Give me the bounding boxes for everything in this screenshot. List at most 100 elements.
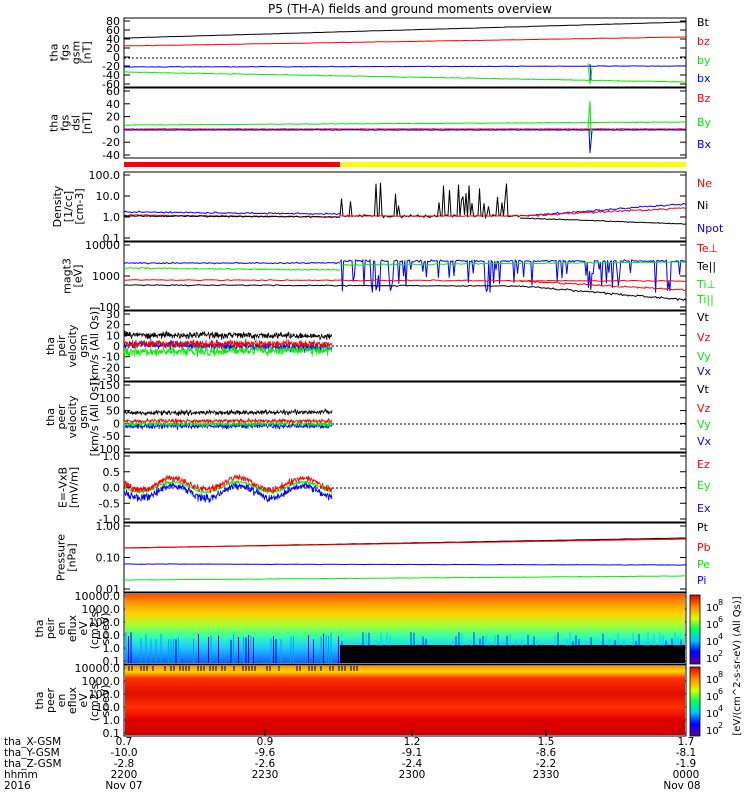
spectrogram-fill <box>125 666 685 735</box>
axis-label-line: gsm <box>70 41 83 64</box>
panel-peir-velocity <box>123 330 686 358</box>
tick-label: 1.0 <box>103 450 121 463</box>
series-Ne <box>340 215 521 217</box>
axis-label-line: peir <box>44 617 57 639</box>
panel-temperature <box>123 258 687 302</box>
axis-label-line: [km/s (All Qs)] <box>88 307 101 386</box>
tick-label: 0.5 <box>103 466 121 479</box>
x-row-value: 2330 <box>533 769 560 781</box>
tick-label: -20 <box>102 361 120 374</box>
panel-frame <box>123 17 687 88</box>
axis-label: Pressure[nPa] <box>55 534 79 581</box>
series-Ti <box>123 261 341 265</box>
x-row-value: -1.9 <box>676 758 697 770</box>
series-Pb <box>123 538 686 549</box>
tick-label: 20 <box>106 42 120 55</box>
legend-label: Bz <box>697 92 711 105</box>
legend-label: Pb <box>697 541 711 554</box>
tick-label: 40 <box>106 33 120 46</box>
tick-label: -60 <box>102 78 120 91</box>
panel-density <box>123 182 687 225</box>
series-Ni-spikes <box>339 182 521 220</box>
tick-label: 1.00 <box>96 520 121 533</box>
x-row-value: 1.7 <box>678 736 695 748</box>
colorbar-label: [eV/(cm^2-s-sr-eV) (All Qs)] <box>732 596 743 735</box>
axis-label-line: peer <box>55 404 68 430</box>
legend-label: bz <box>697 35 710 48</box>
axis-label-line: en <box>55 622 68 636</box>
panel-frame <box>123 87 687 159</box>
tick-label: 150 <box>99 379 120 392</box>
tick-label: 0 <box>113 123 120 136</box>
axis-label-line: E=-VxB <box>57 467 70 508</box>
tick-label: 1.0 <box>103 714 121 727</box>
x-row-value: -2.6 <box>255 758 276 770</box>
legend-label: Ti⊥ <box>696 278 716 291</box>
x-row-value: -9.1 <box>402 747 423 759</box>
colorbar-tick: 10 <box>706 654 719 665</box>
legend-label: Pt <box>697 521 709 534</box>
legend-label: bx <box>697 72 711 85</box>
x-row-label: hhmm <box>4 769 38 781</box>
axis-label-line: tha <box>48 43 61 61</box>
series-Ex <box>123 480 333 503</box>
axis-label-line: [km/s (All Qs)] <box>88 378 101 457</box>
axis-label-line: [nT] <box>81 112 94 134</box>
tick-label: 0.10 <box>96 552 121 565</box>
series-Te <box>123 284 521 288</box>
series-Pe <box>123 575 686 581</box>
series-Ez <box>123 474 333 494</box>
tick-label: 0.1 <box>103 232 121 245</box>
tick-label: 10.0 <box>96 629 121 642</box>
axis-label-line: tha <box>44 337 57 355</box>
colorbar-exp: 6 <box>718 687 723 696</box>
legend-label: Pi <box>697 574 706 587</box>
series-Te <box>519 285 687 302</box>
x-date-end: Nov 08 <box>663 780 700 792</box>
tick-label: 0.0 <box>103 482 121 495</box>
panel-frame <box>123 592 687 665</box>
colorbar-exp: 2 <box>718 721 723 730</box>
tick-label: 100 <box>99 301 120 314</box>
series-Ti-spikes <box>339 258 686 293</box>
tick-label: -50 <box>102 430 120 443</box>
legend-label: Vy <box>697 350 711 363</box>
colorbar-label-text: [eV/(cm^2-s-sr-eV) (All Qs)] <box>732 596 743 735</box>
tick-label: 100 <box>99 392 120 405</box>
axis-label-line: tha <box>48 114 61 132</box>
axis-label-line: gsm <box>77 405 90 428</box>
legend-label: Vx <box>697 435 712 448</box>
axis-label-line: [nPa] <box>66 543 79 571</box>
colorbar <box>689 594 701 665</box>
legend-label: Ez <box>697 458 710 471</box>
tick-label: 0.1 <box>103 655 121 668</box>
colorbar-exp: 8 <box>718 670 723 679</box>
tick-label: 10000.0 <box>75 662 121 675</box>
tick-label: 10.0 <box>96 190 121 203</box>
axis-label-line: gsm <box>77 334 90 357</box>
series-By <box>123 121 687 126</box>
spike <box>587 62 593 85</box>
series-bz <box>123 36 687 47</box>
colorbar-tick: 10 <box>706 692 719 703</box>
legend-label: Vx <box>697 365 712 378</box>
tick-label: 100.0 <box>89 688 121 701</box>
series-Ey <box>124 479 333 495</box>
x-row-value: -9.6 <box>255 747 276 759</box>
series-Ne <box>519 207 686 218</box>
axis-label-line: sr-eV) <box>99 684 112 716</box>
tick-label: 1.0 <box>103 211 121 224</box>
tick-label: 0.1 <box>103 727 121 740</box>
panel-pressure <box>123 537 687 581</box>
axis-label-line: [1/cc] <box>62 191 75 222</box>
axis-label-line: eflux <box>66 686 79 714</box>
x-row-value: 0.9 <box>257 736 274 748</box>
x-row-value: -8.6 <box>536 747 557 759</box>
tick-label: 10000 <box>85 239 120 252</box>
legend-label: Ne <box>697 177 712 190</box>
series-Pi <box>123 563 687 566</box>
axis-label-line: peer <box>44 688 57 714</box>
